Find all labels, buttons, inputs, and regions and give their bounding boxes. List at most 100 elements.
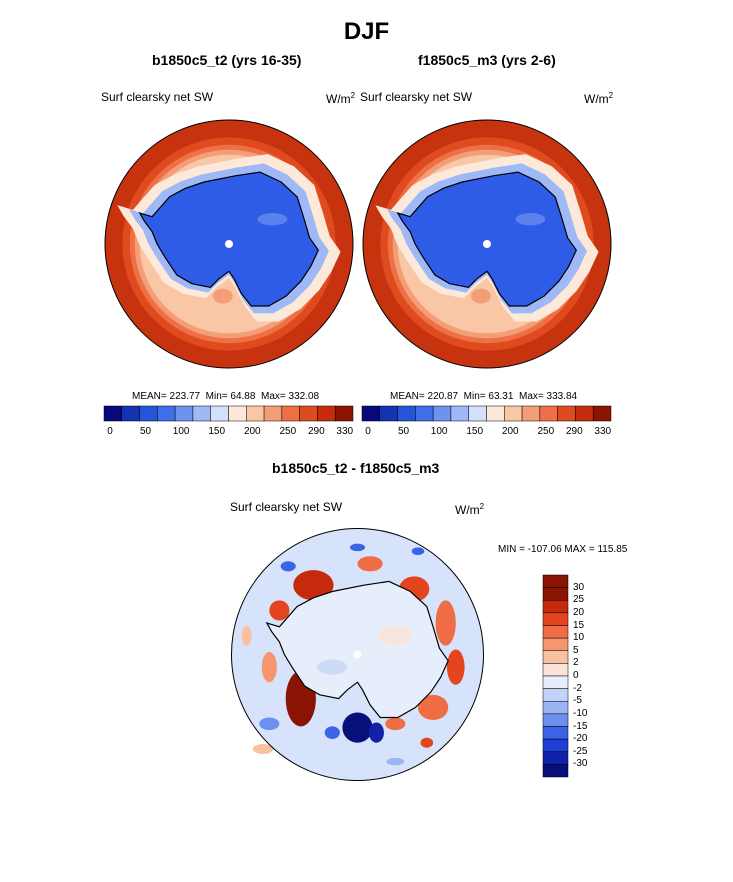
panel2-antarctica-landmass	[396, 171, 577, 307]
panel2-max-value: 333.84	[546, 391, 578, 402]
diff-colorbar-box-4	[542, 625, 569, 639]
panel1-polar-map	[104, 119, 354, 369]
diff-colorbar-box-5	[542, 637, 569, 651]
diff-anomaly-patch-13	[420, 737, 434, 748]
panel1-colorbar-box-2	[139, 405, 158, 422]
panel1-pole-marker	[225, 240, 233, 248]
panel1-ross-ice-shelf-patch	[212, 288, 233, 304]
diff-colorbar-label-6: 2	[573, 657, 579, 669]
panel2-variable-label: Surf clearsky net SW	[360, 90, 473, 104]
panel2-min-label: Min=	[463, 391, 486, 402]
diff-colorbar-label-9: -5	[573, 695, 582, 707]
panel1-colorbar-box-1	[121, 405, 140, 422]
panel2-colorbar-tick-3: 150	[466, 426, 484, 437]
diff-colorbar-box-13	[542, 738, 569, 752]
panel2-case-title: f1850c5_m3 (yrs 2-6)	[418, 52, 556, 68]
diff-colorbar-box-1	[542, 587, 569, 601]
panel2-min-value: 63.31	[488, 391, 514, 402]
diff-anomaly-patch-0	[293, 570, 334, 601]
panel1-colorbar-box-6	[210, 405, 229, 422]
panel2-colorbar	[361, 405, 612, 422]
diff-anomaly-patch-16	[386, 757, 405, 766]
panel1-colorbar-box-10	[281, 405, 300, 422]
panel1-antarctica-landmass	[138, 171, 319, 307]
diff-colorbar-box-2	[542, 600, 569, 614]
panel2-colorbar-box-1	[379, 405, 398, 422]
panel2-colorbar-box-4	[432, 405, 452, 422]
diff-land-patch-west	[317, 659, 348, 675]
panel1-colorbar-box-7	[228, 405, 247, 422]
diff-anomaly-patch-14	[241, 625, 252, 646]
panel1-colorbar-box-4	[174, 405, 194, 422]
panel1-colorbar-tick-4: 200	[243, 426, 261, 437]
diff-variable-label: Surf clearsky net SW	[230, 500, 343, 514]
panel2-colorbar-box-2	[397, 405, 416, 422]
diff-anomaly-patch-15	[259, 717, 280, 731]
diff-minmax: MIN = -107.06 MAX = 115.85	[498, 544, 628, 555]
panel2-colorbar-box-8	[504, 405, 523, 422]
diff-anomaly-patch-10	[368, 722, 384, 743]
diff-colorbar-label-5: 5	[573, 644, 579, 656]
panel2-colorbar-tick-2: 100	[430, 426, 448, 437]
panel2-colorbar-box-13	[592, 405, 612, 422]
panel1-stats: MEAN= 223.77 Min= 64.88 Max= 332.08	[132, 391, 319, 402]
diff-anomaly-patch-17	[349, 543, 366, 552]
panel1-colorbar-tick-7: 330	[336, 426, 354, 437]
panel1-colorbar-box-0	[103, 405, 123, 422]
panel1-colorbar-box-12	[317, 405, 336, 422]
diff-map-border	[231, 528, 484, 781]
panel1-min-label: Min=	[205, 391, 228, 402]
panel2-mean-value: 220.87	[427, 391, 459, 402]
diff-anomaly-patch-3	[435, 600, 456, 646]
panel1-map-border	[104, 119, 354, 369]
panel2-plateau-patch	[515, 213, 546, 226]
diff-anomaly-patch-19	[280, 561, 296, 572]
diff-title: b1850c5_t2 - f1850c5_m3	[272, 460, 440, 476]
diff-antarctica-landmass	[265, 580, 449, 719]
panel1-colorbar-box-3	[157, 405, 176, 422]
diff-anomaly-patch-4	[446, 649, 465, 685]
panel2-colorbar-tick-5: 250	[537, 426, 555, 437]
panel1-colorbar-tick-2: 100	[172, 426, 190, 437]
diff-colorbar-label-2: 20	[573, 606, 585, 618]
panel2-mean-label: MEAN=	[390, 391, 425, 402]
panel2-colorbar-box-0	[361, 405, 381, 422]
diff-colorbar-box-14	[542, 751, 569, 765]
panel2-colorbar-box-5	[450, 405, 469, 422]
diff-polar-map	[231, 528, 484, 781]
diff-anomaly-patch-8	[269, 600, 290, 621]
panel1-units: W/m2	[326, 91, 356, 106]
diff-units: W/m2	[455, 502, 485, 517]
panel2-colorbar-box-9	[521, 405, 541, 422]
panel1-colorbar-tick-1: 50	[140, 426, 152, 437]
diff-colorbar-box-8	[542, 675, 569, 689]
diff-colorbar-label-8: -2	[573, 682, 582, 694]
panel2-colorbar-tick-6: 290	[565, 426, 583, 437]
panel1-max-value: 332.08	[288, 391, 320, 402]
panel2-pole-marker	[483, 240, 491, 248]
panel2-colorbar-box-3	[415, 405, 434, 422]
panel1-mean-value: 223.77	[169, 391, 201, 402]
panel1-case-title: b1850c5_t2 (yrs 16-35)	[152, 52, 302, 68]
panel1-colorbar-box-5	[192, 405, 211, 422]
diff-colorbar-label-1: 25	[573, 594, 585, 606]
panel2-colorbar-tick-4: 200	[501, 426, 519, 437]
diff-colorbar-label-11: -15	[573, 720, 588, 732]
diff-pole-marker	[353, 650, 362, 659]
diff-colorbar-label-13: -25	[573, 745, 588, 757]
panel2-colorbar-box-10	[539, 405, 558, 422]
diff-colorbar-box-7	[542, 663, 569, 677]
panel1-colorbar-tick-5: 250	[279, 426, 297, 437]
diff-anomaly-patch-1	[357, 556, 383, 572]
diff-anomaly-patch-11	[385, 717, 406, 731]
panel2-colorbar-box-12	[575, 405, 594, 422]
diff-land-patch-east	[377, 625, 413, 646]
panel2-units: W/m2	[584, 91, 614, 106]
panel2-max-label: Max=	[519, 391, 544, 402]
panel2-stats: MEAN= 220.87 Min= 63.31 Max= 333.84	[390, 391, 577, 402]
panel1-colorbar-tick-0: 0	[107, 426, 113, 437]
diff-anomaly-patch-20	[252, 743, 274, 755]
panel2-map-border	[362, 119, 612, 369]
panel2-colorbar-ticks: 0 50 100 150 200 250 290 330	[362, 426, 611, 440]
diff-colorbar	[542, 574, 569, 778]
